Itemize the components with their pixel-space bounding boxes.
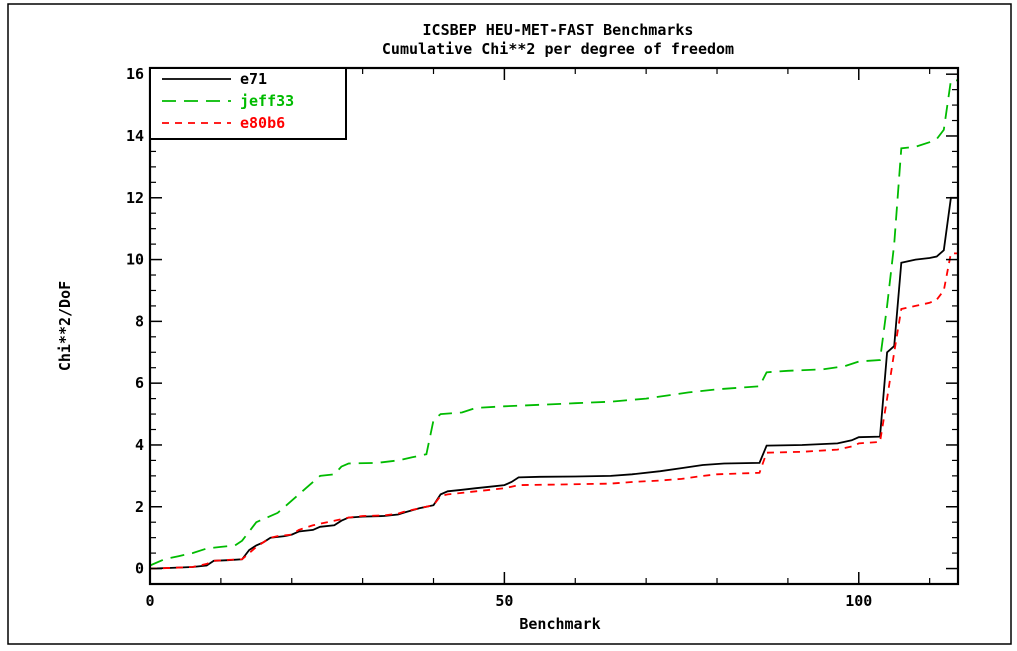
- y-tick-label: 6: [135, 374, 144, 392]
- plot-area: [148, 66, 960, 586]
- y-tick-label: 4: [135, 436, 144, 454]
- legend-label-jeff33: jeff33: [240, 92, 294, 110]
- legend: e71 jeff33 e80b6: [149, 67, 347, 140]
- y-axis-label: Chi**2/DoF: [56, 281, 74, 371]
- series-layer: [149, 79, 958, 570]
- y-tick-label: 14: [126, 127, 144, 145]
- x-tick-label: 0: [145, 592, 154, 610]
- y-tick-label: 12: [126, 189, 144, 207]
- y-tick-label: 2: [135, 498, 144, 516]
- y-tick-label: 16: [126, 65, 144, 83]
- series-line-jeff33: [149, 79, 958, 567]
- x-tick-label: 100: [845, 592, 872, 610]
- x-axis-label: Benchmark: [519, 615, 600, 633]
- y-tick-label: 0: [135, 560, 144, 578]
- legend-label-e71: e71: [240, 70, 267, 88]
- chart-title: ICSBEP HEU-MET-FAST Benchmarks: [423, 21, 694, 39]
- chart-subtitle: Cumulative Chi**2 per degree of freedom: [382, 40, 734, 58]
- y-tick-label: 8: [135, 312, 144, 330]
- x-tick-label: 50: [495, 592, 513, 610]
- y-tick-label: 10: [126, 251, 144, 269]
- legend-label-e80b6: e80b6: [240, 114, 285, 132]
- series-line-e80b6: [149, 252, 958, 570]
- ticks-layer: 0 50 100 0 2 4 6 8 10 12 14 16: [126, 65, 958, 610]
